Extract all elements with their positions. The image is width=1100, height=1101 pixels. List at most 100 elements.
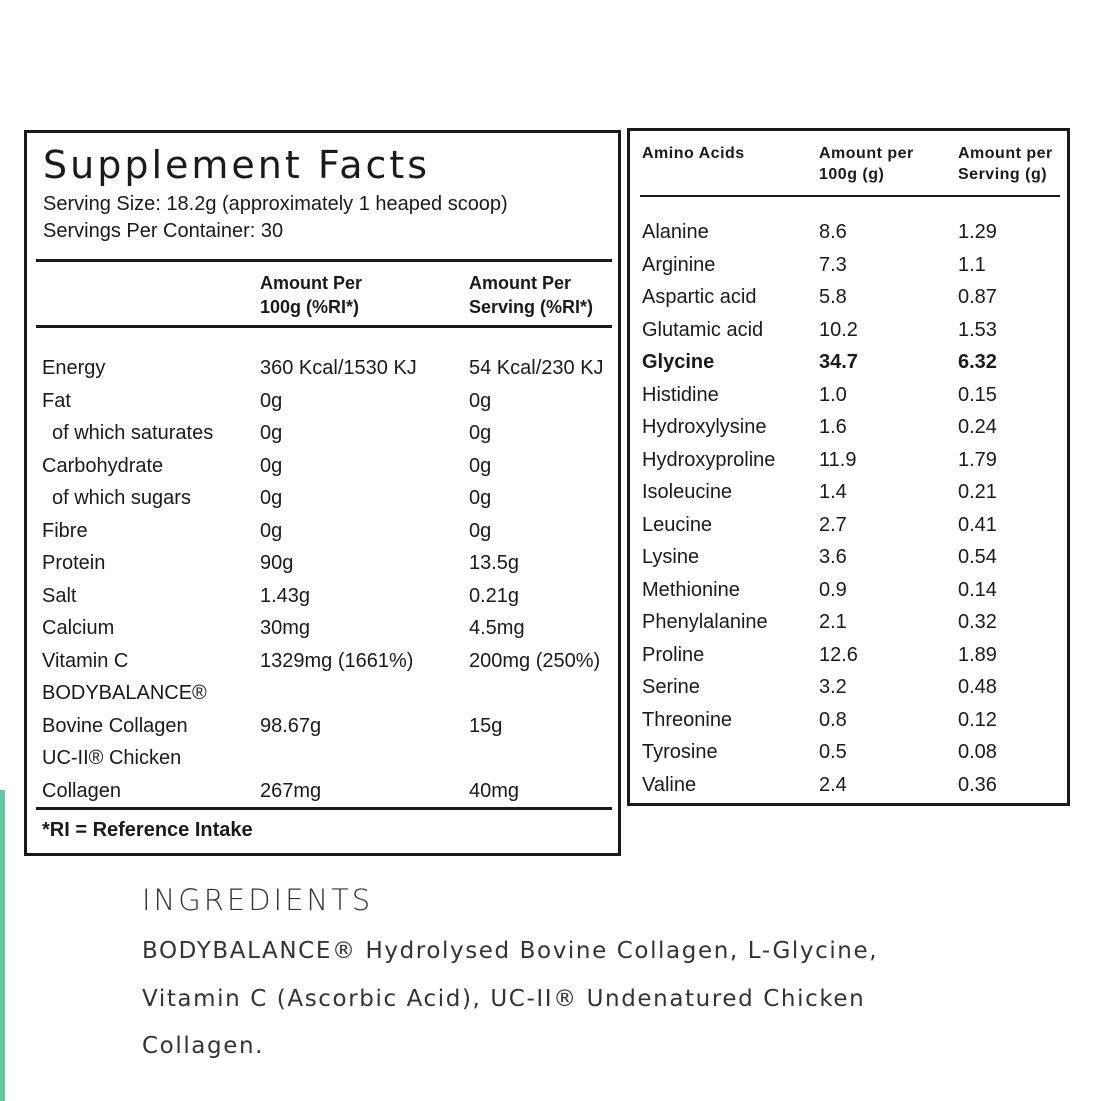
amount-per-serving: 0.08 xyxy=(958,741,997,763)
amount-per-100g: 1.0 xyxy=(819,383,847,406)
amount-per-serving: 40mg xyxy=(469,779,520,802)
nutrient-name: UC-II® Chicken Collagen xyxy=(42,747,182,802)
amount-per-serving: 54 Kcal/230 KJ xyxy=(469,357,604,379)
amino-acid-panel: Amino Acids Amount per 100g (g) Amount p… xyxy=(627,128,1070,806)
amino-row: Alanine 8.6 1.29 xyxy=(642,216,1068,249)
amount-per-serving: 4.5mg xyxy=(469,617,525,639)
amino-name: Leucine xyxy=(642,513,713,536)
amount-per-serving: 0.12 xyxy=(958,708,997,731)
amount-per-100g: 2.7 xyxy=(819,513,847,536)
amount-per-100g: 0g xyxy=(260,519,283,542)
amino-name: Histidine xyxy=(642,383,719,406)
column-header: Amino Acids xyxy=(642,145,745,162)
column-header: Amount per 100g (g) xyxy=(819,145,914,183)
amino-name: Alanine xyxy=(642,221,709,243)
nutrient-name: Carbohydrate xyxy=(42,454,164,477)
divider xyxy=(36,259,612,262)
amount-per-serving: 0.15 xyxy=(958,383,997,406)
amino-row: Lysine 3.6 0.54 xyxy=(642,541,1068,574)
amount-per-serving: 0g xyxy=(469,487,492,509)
amount-per-100g: 3.2 xyxy=(819,676,847,698)
column-header: Amount Per 100g (%RI*) xyxy=(260,273,363,317)
amino-row: Phenylalanine 2.1 0.32 xyxy=(642,606,1068,639)
amount-per-serving: 1.29 xyxy=(958,221,997,243)
amount-per-serving: 1.79 xyxy=(958,448,997,471)
serving-size: Serving Size: 18.2g (approximately 1 hea… xyxy=(43,193,508,215)
amino-name: Methionine xyxy=(642,578,740,601)
amino-name: Threonine xyxy=(642,708,733,731)
amount-per-100g: 1.6 xyxy=(819,416,847,438)
amount-per-serving: 0.54 xyxy=(958,546,997,568)
amount-per-100g: 0g xyxy=(260,422,283,444)
divider xyxy=(36,807,612,810)
nutrient-name: Protein xyxy=(42,552,106,574)
amount-per-100g: 34.7 xyxy=(819,351,858,373)
nutrient-row: UC-II® Chicken Collagen 267mg 40mg xyxy=(42,742,622,807)
amino-name: Hydroxylysine xyxy=(642,416,767,438)
nutrient-name: Salt xyxy=(42,584,77,607)
amino-row: Aspartic acid 5.8 0.87 xyxy=(642,281,1068,314)
nutrient-row: Carbohydrate 0g 0g xyxy=(42,450,622,483)
nutrient-row: Fibre 0g 0g xyxy=(42,515,622,548)
amount-per-serving: 1.53 xyxy=(958,318,997,341)
amount-per-100g: 2.4 xyxy=(819,773,847,796)
amount-per-serving: 13.5g xyxy=(469,552,520,574)
amount-per-100g: 7.3 xyxy=(819,253,847,276)
amino-row: Serine 3.2 0.48 xyxy=(642,671,1068,704)
amount-per-100g: 0.9 xyxy=(819,578,847,601)
nutrient-name: of which sugars xyxy=(52,487,191,509)
panel-title: Supplement Facts xyxy=(43,143,431,187)
amount-per-100g: 5.8 xyxy=(819,286,847,308)
nutrient-row: BODYBALANCE® Bovine Collagen 98.67g 15g xyxy=(42,677,622,742)
amino-row: Isoleucine 1.4 0.21 xyxy=(642,476,1068,509)
amount-per-serving: 1.89 xyxy=(958,643,997,666)
nutrient-name: Fibre xyxy=(42,519,88,542)
amino-row: Leucine 2.7 0.41 xyxy=(642,509,1068,542)
nutrient-row: Vitamin C 1329mg (1661%) 200mg (250%) xyxy=(42,645,622,678)
amount-per-100g: 90g xyxy=(260,552,294,574)
amount-per-100g: 12.6 xyxy=(819,643,858,666)
amino-name: Hydroxyproline xyxy=(642,448,776,471)
nutrient-name: BODYBALANCE® Bovine Collagen xyxy=(42,682,207,737)
amino-row: Arginine 7.3 1.1 xyxy=(642,249,1068,282)
ingredients-text: BODYBALANCE® Hydrolysed Bovine Collagen,… xyxy=(142,938,879,1059)
nutrient-row: Protein 90g 13.5g xyxy=(42,547,622,580)
amino-name: Valine xyxy=(642,773,697,796)
amino-rows: Alanine 8.6 1.29 Arginine 7.3 1.1 Aspartic aci… xyxy=(642,216,1068,801)
amount-per-100g: 1329mg (1661%) xyxy=(260,649,414,672)
nutrient-row: of which saturates 0g 0g xyxy=(42,417,622,450)
amount-per-100g: 267mg xyxy=(260,779,322,802)
nutrient-rows: Energy 360 Kcal/1530 KJ 54 Kcal/230 KJ Fat 0… xyxy=(42,352,622,807)
amino-row: Hydroxyproline 11.9 1.79 xyxy=(642,444,1068,477)
divider xyxy=(36,325,612,328)
amount-per-100g: 0g xyxy=(260,487,283,509)
amino-row: Proline 12.6 1.89 xyxy=(642,639,1068,672)
amount-per-100g: 10.2 xyxy=(819,318,858,341)
nutrient-name: Fat xyxy=(42,389,71,412)
amino-name: Serine xyxy=(642,676,700,698)
nutrient-row: of which sugars 0g 0g xyxy=(42,482,622,515)
accent-bar xyxy=(0,790,5,1101)
servings-per-container: Servings Per Container: 30 xyxy=(43,220,284,242)
footnote: *RI = Reference Intake xyxy=(42,819,253,841)
amount-per-100g: 11.9 xyxy=(819,448,857,471)
amino-row: Threonine 0.8 0.12 xyxy=(642,704,1068,737)
amount-per-serving: 200mg (250%) xyxy=(469,649,601,672)
amount-per-serving: 0.48 xyxy=(958,676,997,698)
amount-per-serving: 0.14 xyxy=(958,578,997,601)
amount-per-serving: 0.32 xyxy=(958,611,997,633)
amount-per-serving: 15g xyxy=(469,714,503,737)
amount-per-serving: 0.87 xyxy=(958,286,997,308)
amino-row: Glycine 34.7 6.32 xyxy=(642,346,1068,379)
amount-per-100g: 30mg xyxy=(260,617,311,639)
amino-name: Aspartic acid xyxy=(642,286,757,308)
nutrient-name: of which saturates xyxy=(52,422,214,444)
amino-name: Isoleucine xyxy=(642,481,733,503)
amount-per-serving: 0.41 xyxy=(958,513,997,536)
column-header: Amount Per Serving (%RI*) xyxy=(469,273,594,317)
column-header: Amount per Serving (g) xyxy=(958,145,1053,183)
amino-row: Glutamic acid 10.2 1.53 xyxy=(642,314,1068,347)
amount-per-100g: 0.5 xyxy=(819,741,847,763)
amino-name: Lysine xyxy=(642,546,700,568)
